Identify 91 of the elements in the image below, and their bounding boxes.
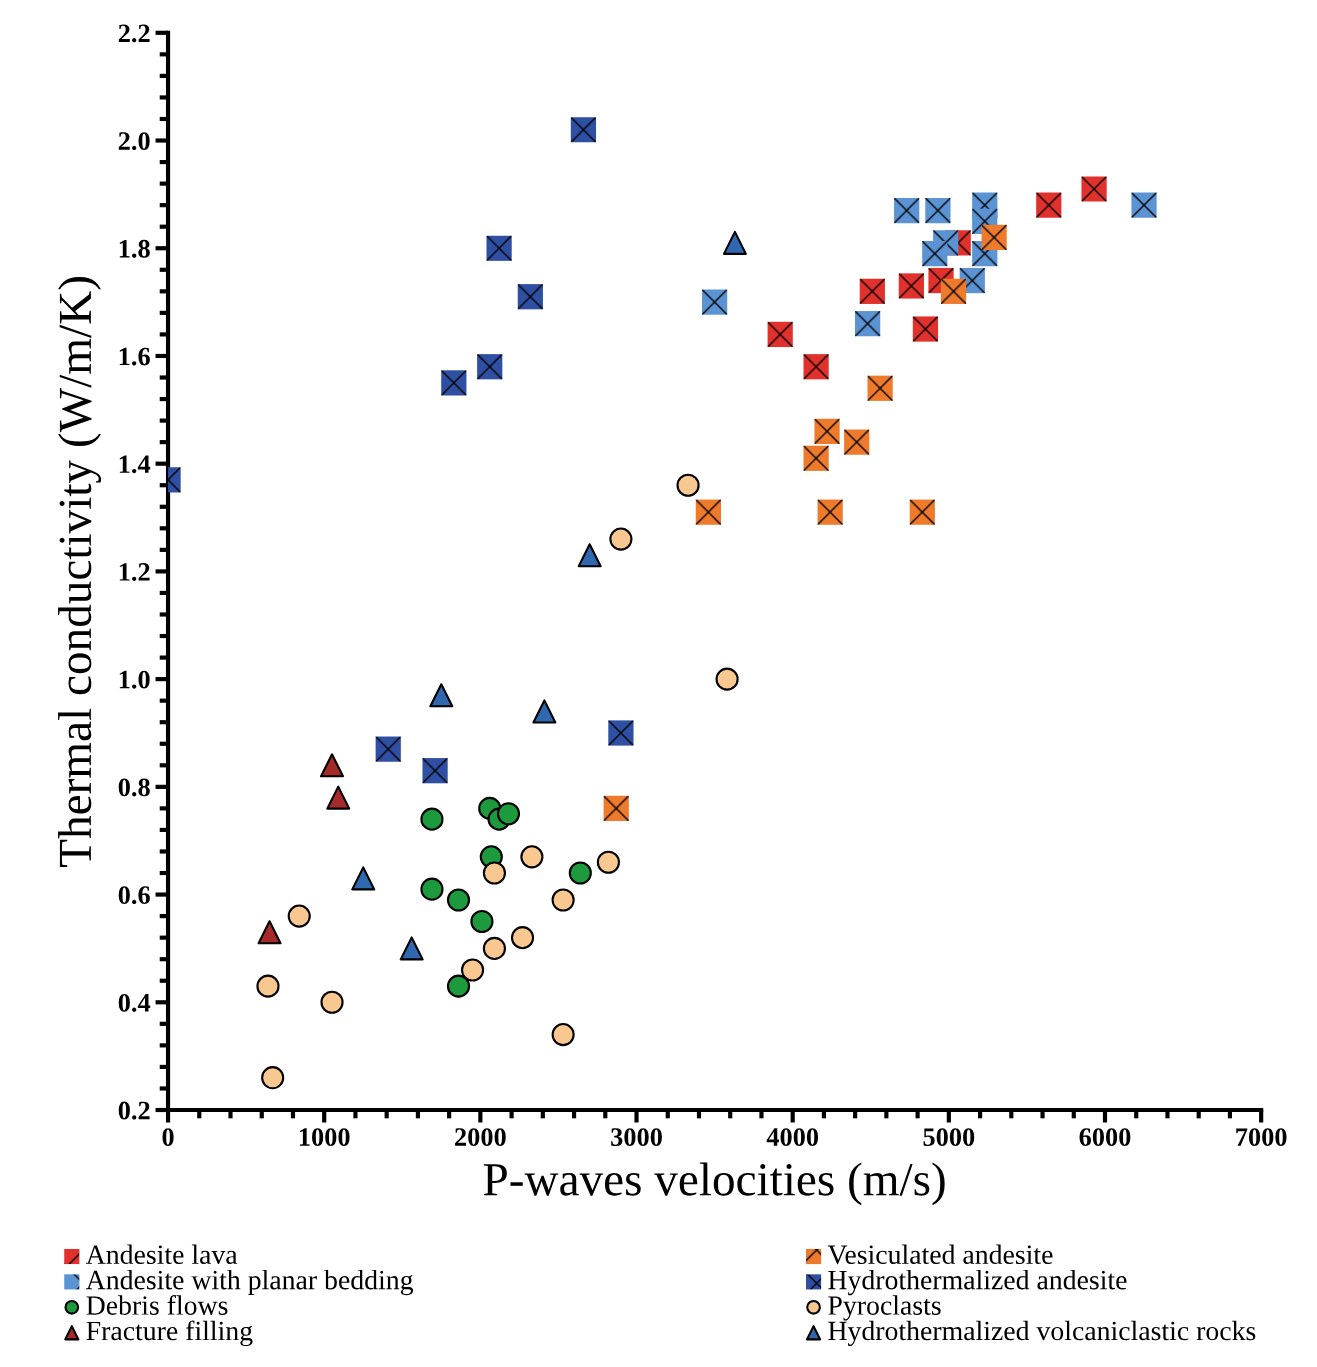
- point: [867, 375, 893, 401]
- point: [261, 1066, 285, 1090]
- y-tick-label: 1.4: [119, 455, 151, 474]
- point: [441, 370, 467, 396]
- point: [510, 926, 535, 950]
- y-tick-label: 2.2: [118, 24, 150, 43]
- legend-label: Fracture filling: [86, 1320, 253, 1347]
- point: [676, 473, 700, 497]
- point: [844, 429, 870, 455]
- point: [420, 877, 444, 901]
- y-tick-label: 1.0: [119, 670, 150, 689]
- point: [1036, 192, 1062, 218]
- x-tick-label: 7000: [1236, 1128, 1287, 1146]
- point: [320, 990, 344, 1014]
- point: [722, 230, 747, 255]
- x-axis-title: P-waves velocities (m/s): [483, 1162, 945, 1206]
- point: [470, 909, 494, 934]
- point: [520, 845, 544, 869]
- point: [817, 499, 843, 525]
- point: [375, 736, 401, 762]
- point: [551, 888, 575, 912]
- point: [894, 197, 920, 224]
- x-tick-label: 2000: [455, 1128, 506, 1146]
- point: [922, 241, 948, 267]
- point: [1081, 176, 1107, 202]
- y-tick-label: 1.6: [119, 347, 150, 366]
- point: [257, 920, 282, 945]
- point: [446, 888, 471, 912]
- point: [486, 235, 512, 261]
- legend-label: Debris flows: [86, 1295, 228, 1315]
- point: [855, 311, 881, 337]
- y-tick-label: 1.8: [119, 239, 150, 258]
- point: [568, 861, 592, 885]
- point: [326, 785, 351, 810]
- point: [814, 418, 840, 444]
- x-tick-label: 4000: [766, 1128, 819, 1146]
- y-tick-label: 0.2: [118, 1101, 150, 1120]
- point: [399, 936, 424, 961]
- point: [596, 850, 620, 874]
- point: [1131, 192, 1157, 218]
- point: [482, 936, 506, 960]
- legend-label: Andesite with planar bedding: [85, 1269, 414, 1296]
- point: [701, 289, 728, 315]
- y-tick-label: 0.6: [118, 886, 150, 905]
- y-tick-label: 1.2: [119, 563, 150, 581]
- point: [981, 224, 1007, 251]
- legend-label: Vesiculated andesite: [827, 1244, 1053, 1265]
- point: [940, 278, 967, 304]
- x-tick-label: 1000: [299, 1128, 350, 1146]
- point: [898, 273, 924, 299]
- x-tick-label: 5000: [923, 1128, 975, 1146]
- point: [477, 354, 503, 380]
- point: [446, 974, 471, 998]
- point: [803, 445, 829, 471]
- legend-label: Hydrothermalized volcaniclastic rocks: [828, 1320, 1256, 1347]
- point: [925, 197, 951, 224]
- point: [603, 795, 629, 821]
- point: [496, 802, 521, 826]
- point: [420, 807, 444, 831]
- legend-label: Andesite lava: [85, 1244, 238, 1265]
- y-axis-title: Thermal conductivity (W/m/K): [58, 277, 102, 867]
- point: [351, 866, 376, 891]
- point: [570, 117, 597, 143]
- point: [912, 316, 939, 342]
- point: [482, 861, 506, 885]
- point: [715, 667, 739, 691]
- point: [577, 543, 602, 568]
- point: [608, 720, 634, 746]
- point: [287, 904, 311, 928]
- legend-label: Pyroclasts: [828, 1295, 941, 1321]
- point: [460, 958, 485, 982]
- point: [429, 683, 454, 708]
- x-tick-label: 6000: [1079, 1128, 1131, 1146]
- point: [859, 278, 885, 304]
- point: [551, 1023, 575, 1047]
- point: [532, 699, 557, 724]
- x-tick-label: 3000: [611, 1128, 662, 1146]
- point: [609, 527, 633, 551]
- point: [803, 354, 829, 380]
- point: [320, 753, 345, 778]
- point: [517, 284, 543, 310]
- y-tick-label: 0.4: [118, 993, 151, 1012]
- point: [256, 974, 280, 998]
- point: [909, 499, 935, 525]
- y-tick-label: 0.8: [118, 778, 150, 797]
- legend-label: Hydrothermalized andesite: [828, 1269, 1127, 1296]
- x-tick-label: 0: [162, 1128, 174, 1146]
- point: [767, 321, 793, 348]
- point: [695, 499, 721, 525]
- point: [422, 758, 448, 784]
- y-tick-label: 2.0: [118, 132, 150, 151]
